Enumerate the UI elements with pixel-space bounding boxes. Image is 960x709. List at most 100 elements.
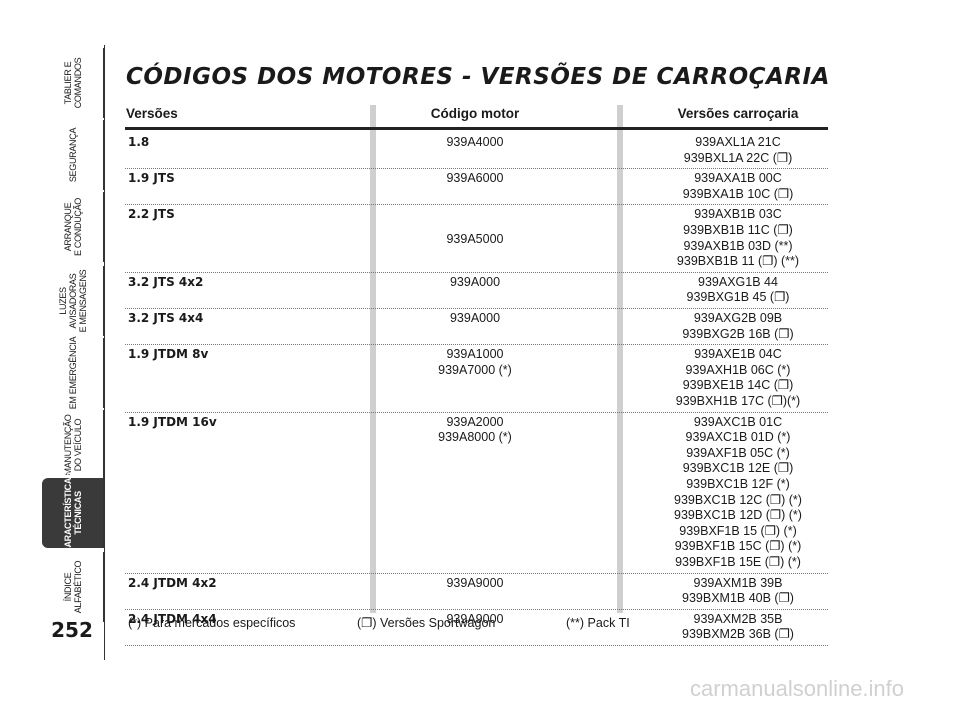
tab-label-line: CARACTERÍSTICAS [62, 472, 73, 554]
tab-label-line: MANUTENÇÃO [62, 414, 73, 476]
body-code: 939BXB1B 11 (❐) (**) [676, 254, 800, 269]
sidebar-tab: EM EMERGÊNCIA [42, 337, 104, 410]
header-rule [125, 127, 828, 130]
body-code: 939AXC1B 01D (*) [685, 430, 791, 445]
body-code: 939AXM2B 35B [693, 611, 783, 626]
page-title: CÓDIGOS DOS MOTORES - VERSÕES DE CARROÇA… [126, 64, 830, 90]
row-separator [125, 608, 828, 610]
tab-label-line: SEGURANÇA [67, 127, 78, 183]
engine-code: 939A1000 [446, 347, 504, 362]
body-code: 939AXF1B 05C (*) [686, 445, 790, 460]
body-code: 939BXC1B 12F (*) [686, 477, 790, 491]
tab-label-line: ÍNDICE [62, 572, 73, 602]
tab-label-line: DO VEÍCULO [72, 418, 83, 472]
body-code: 939BXM1B 40B (❐) [682, 591, 794, 606]
tab-label-line: TABLIER E [62, 61, 73, 105]
tab-label-line: ALFABÉTICO [72, 560, 83, 614]
engine-code: 939A000 [449, 311, 501, 325]
version-cell: 1.8 [128, 135, 150, 149]
row-separator [125, 411, 828, 413]
body-code: 939AXG1B 44 [698, 274, 778, 289]
version-cell: 1.9 JTS [128, 171, 175, 186]
sidebar-tab: TABLIER E COMANDOS [42, 48, 104, 118]
row-separator [125, 572, 828, 574]
body-code: 939AXL1A 21C [695, 135, 781, 149]
body-code: 939AXB1B 03D (**) [683, 238, 793, 253]
tab-label: CARACTERÍSTICAS TÉCNICAS [63, 472, 83, 554]
body-code: 939AXB1B 03C [694, 207, 782, 222]
column-header: Versões carroçaria [677, 106, 799, 121]
engine-code: 939A5000 [446, 232, 504, 247]
version-cell: 2.4 JTDM 4x4 [128, 611, 217, 626]
tab-label: EM EMERGÊNCIA [68, 337, 78, 410]
body-code: 939BXL1A 22C (❐) [683, 150, 793, 165]
column-bar [617, 105, 623, 613]
watermark: carmanualsonline.info [690, 676, 905, 701]
engine-code: 939A000 [449, 274, 501, 289]
engine-code: 939A7000 (*) [438, 362, 512, 377]
sidebar-rule [104, 45, 105, 660]
version-cell: 3.2 JTS 4x4 [128, 311, 204, 325]
tab-label: ÍNDICE ALFABÉTICO [63, 561, 83, 614]
tab-label: MANUTENÇÃO DO VEÍCULO [63, 414, 83, 475]
body-code: 939AXE1B 04C [694, 347, 782, 362]
row-separator [125, 308, 828, 309]
tab-label-line: ARRANQUE [62, 202, 73, 252]
tab-label: TABLIER E COMANDOS [63, 58, 83, 109]
engine-code: 939A2000 [446, 414, 504, 429]
footnote: (**) Pack TI [566, 616, 630, 630]
row-separator [125, 271, 828, 273]
row-separator [125, 204, 828, 206]
column-header: Versões [126, 106, 178, 121]
body-code: 939AXA1B 00C [694, 171, 782, 186]
body-code: 939AXH1B 06C (*) [685, 362, 791, 377]
tab-label: ARRANQUE E CONDUÇÃO [63, 198, 83, 256]
sidebar-tab: CARACTERÍSTICAS TÉCNICAS [42, 472, 104, 554]
tab-label-line: EM EMERGÊNCIA [67, 336, 78, 410]
body-code: 939BXC1B 12E (❐) [682, 461, 794, 476]
body-code: 939AXC1B 01C [693, 414, 783, 429]
tab-label-line: E MENSAGENS [77, 269, 88, 333]
page-number: 252 [51, 618, 93, 642]
row-separator [125, 645, 828, 646]
row-separator [125, 168, 828, 170]
column-header: Código motor [430, 106, 520, 121]
body-code: 939BXG1B 45 (❐) [686, 290, 790, 305]
body-code: 939AXG2B 09B [693, 311, 783, 325]
engine-code: 939A9000 [446, 611, 504, 626]
version-cell: 1.9 JTDM 16v [128, 414, 217, 429]
version-cell: 3.2 JTS 4x2 [128, 274, 204, 289]
engine-code: 939A6000 [446, 171, 504, 186]
body-code: 939BXF1B 15C (❐) (*) [674, 539, 802, 554]
body-code: 939BXH1B 17C (❐)(*) [675, 394, 801, 408]
body-code: 939BXC1B 12C (❐) (*) [674, 492, 802, 507]
body-code: 939BXA1B 10C (❐) [682, 186, 794, 201]
sidebar-tab: MANUTENÇÃO DO VEÍCULO [42, 410, 104, 480]
sidebar-tab: SEGURANÇA [42, 120, 104, 190]
body-code: 939AXM1B 39B [693, 575, 783, 590]
sidebar-tab: LUZES AVISADORAS E MENSAGENS [42, 266, 104, 336]
tab-label-line: LUZES [57, 287, 68, 315]
footnote: (*) Para mercados específicos [128, 616, 296, 630]
body-code: 939BXB1B 11C (❐) [683, 223, 793, 237]
engine-code: 939A8000 (*) [438, 430, 512, 445]
tab-label-line: COMANDOS [72, 57, 83, 109]
body-code: 939BXE1B 14C (❐) [682, 378, 794, 393]
version-cell: 1.9 JTDM 8v [128, 347, 209, 362]
body-code: 939BXF1B 15 (❐) (*) [679, 523, 797, 538]
tab-label: SEGURANÇA [68, 128, 78, 182]
tab-label-line: AVISADORAS [67, 273, 78, 329]
tab-label: LUZES AVISADORAS E MENSAGENS [58, 270, 88, 333]
tab-label-line: E CONDUÇÃO [72, 197, 83, 257]
engine-code: 939A9000 [446, 575, 504, 590]
body-code: 939BXM2B 36B (❐) [682, 627, 794, 642]
sidebar-tab: ÍNDICE ALFABÉTICO [42, 552, 104, 622]
version-cell: 2.4 JTDM 4x2 [128, 575, 217, 590]
version-cell: 2.2 JTS [128, 207, 175, 222]
engine-code: 939A4000 [446, 135, 504, 149]
body-code: 939BXF1B 15E (❐) (*) [675, 555, 801, 569]
sidebar-tab: ARRANQUE E CONDUÇÃO [42, 192, 104, 262]
row-separator [125, 344, 828, 346]
column-bar [370, 105, 376, 613]
